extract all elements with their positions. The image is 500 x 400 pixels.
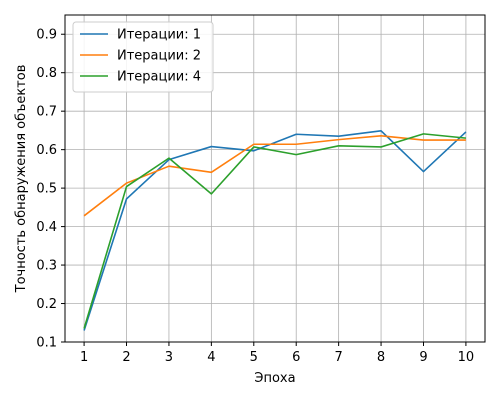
y-tick-label: 0.5: [36, 182, 57, 197]
x-tick-label: 8: [377, 350, 385, 365]
x-tick-label: 9: [419, 350, 427, 365]
x-tick-label: 7: [334, 350, 342, 365]
series-lines: [83, 130, 467, 331]
x-tick-label: 5: [250, 350, 258, 365]
ticks: 1 2 3 4 5 6 7 8 9 10 0.1 0.2 0.3 0.4 0.5 0.6 0.7 0.8 0.9: [36, 28, 474, 365]
legend-label: Итерации: 2: [117, 49, 201, 64]
series-line: [83, 130, 467, 331]
x-tick-label: 10: [458, 350, 475, 365]
y-tick-label: 0.1: [36, 336, 57, 351]
plot-frame: [64, 14, 486, 343]
y-tick-label: 0.6: [36, 143, 57, 158]
legend-box: [72, 21, 214, 93]
legend-label: Итерации: 4: [117, 70, 201, 85]
x-tick-label: 1: [80, 350, 88, 365]
legend: Итерации: 1 Итерации: 2 Итерации: 4: [72, 21, 214, 93]
y-tick-label: 0.9: [36, 28, 57, 43]
series-line: [83, 133, 466, 329]
y-tick-label: 0.4: [36, 220, 57, 235]
x-axis-label: Эпоха: [254, 371, 295, 386]
x-tick-label: 2: [122, 350, 130, 365]
x-tick-label: 6: [292, 350, 300, 365]
series-line: [83, 135, 466, 217]
y-tick-label: 0.7: [36, 105, 57, 120]
y-tick-label: 0.2: [36, 297, 57, 312]
legend-label: Итерации: 1: [117, 28, 201, 43]
x-tick-label: 3: [165, 350, 173, 365]
y-axis-label: Точность обнаружения объектов: [14, 65, 29, 294]
y-tick-label: 0.3: [36, 259, 57, 274]
y-tick-label: 0.8: [36, 66, 57, 81]
x-tick-label: 4: [207, 350, 215, 365]
